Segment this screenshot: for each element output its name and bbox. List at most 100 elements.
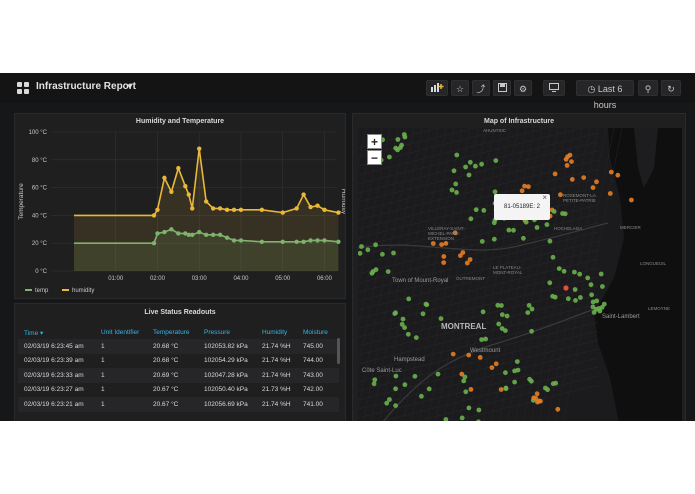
column-header-pressure[interactable]: Pressure (204, 329, 231, 336)
sensor-marker-ok (492, 189, 498, 195)
data-point-temp (155, 231, 160, 236)
chart-panel-title: Humidity and Temperature (135, 118, 225, 125)
save-button[interactable] (493, 80, 511, 96)
x-tick-label: 05:00 (275, 276, 291, 282)
street-line (380, 366, 599, 421)
x-tick-label: 01:00 (108, 276, 124, 282)
legend-label-temp: temp (35, 288, 49, 294)
sensor-marker-ok (499, 312, 505, 318)
column-header-temperature[interactable]: Temperature (153, 329, 190, 336)
sensor-marker-ok (585, 275, 591, 281)
sensor-marker-ok (561, 268, 567, 274)
column-header-time[interactable]: Time ▾ (24, 329, 44, 337)
sensor-marker-ok (503, 370, 508, 376)
sensor-marker-ok (547, 238, 553, 244)
sensor-marker-ok (473, 207, 479, 213)
time-range-picker[interactable]: ◷ Last 6 hours (576, 80, 634, 110)
sensor-marker-alert (439, 242, 444, 247)
data-point-temp (301, 239, 306, 245)
sensor-marker-ok (590, 304, 596, 310)
sensor-marker-ok (534, 225, 540, 230)
data-point-temp (315, 238, 320, 243)
sensor-marker-alert (441, 254, 447, 259)
dashboard-title[interactable]: Infrastructure Report (36, 81, 137, 92)
data-point-temp (217, 232, 223, 238)
table-row[interactable]: 02/03/19 6:23:33 am 1 20.69 °C 102047.28 kP… (18, 368, 339, 383)
map-label-saint-lambert: Saint-Lambert (602, 314, 640, 320)
sensor-marker-alert (443, 241, 449, 246)
table-row[interactable]: 02/03/19 6:23:45 am 1 20.68 °C 102053.82 kP… (18, 339, 339, 354)
sensor-marker-ok (553, 380, 559, 386)
sensor-marker-alert (581, 175, 587, 180)
street-line (451, 128, 511, 421)
sensor-marker-alert (558, 192, 563, 198)
map-label-montreal: MONTREAL (441, 322, 487, 331)
data-point-humidity (224, 207, 230, 213)
data-point-humidity (190, 206, 195, 211)
y-tick-label: 20 °C (32, 241, 48, 247)
sensor-marker-ok (406, 296, 412, 302)
street-line (531, 128, 591, 421)
data-point-temp (190, 232, 195, 238)
popup-text: 81-05189E: 2 (503, 204, 541, 210)
add-panel-button[interactable] (426, 80, 448, 96)
sensor-marker-alert (534, 391, 540, 397)
sensor-marker-ok (544, 222, 550, 227)
map-label-hampstead: Hampstead (394, 357, 425, 363)
readouts-table-body: 02/03/19 6:23:45 am 1 20.68 °C 102053.82 kP… (18, 339, 339, 412)
zoom-in-button[interactable]: + (367, 134, 382, 149)
street-line (358, 150, 599, 212)
data-point-humidity (301, 192, 306, 197)
table-row[interactable]: 02/03/19 6:23:21 am 1 20.67 °C 102056.69 kP… (18, 397, 339, 412)
sensor-marker-ok (560, 211, 565, 216)
sensor-marker-alert (498, 387, 504, 392)
settings-button[interactable]: ⚙ (514, 80, 532, 96)
humidity-temperature-chart[interactable]: 0 °C 20 °C 40 °C 60 °C 80 °C 100 °C 01:00 02:00… (15, 114, 345, 298)
sensor-marker-alert (522, 183, 527, 189)
infrastructure-map[interactable]: AHUNTSIC VILLERAY-SAINT-MICHEL-PARC-EXTE… (358, 128, 682, 421)
close-icon[interactable]: × (542, 193, 547, 202)
table-row[interactable]: 02/03/19 6:23:39 am 1 20.68 °C 102054.29 kP… (18, 353, 339, 368)
tv-mode-button[interactable] (543, 80, 565, 96)
street-line (358, 128, 399, 330)
sensor-marker-ok (503, 385, 509, 391)
map-layer (358, 128, 682, 421)
zoom-out-time-button[interactable]: ⚲ (638, 80, 658, 96)
map-label-outremont: OUTREMONT (456, 276, 485, 281)
sensor-marker-ok (506, 227, 512, 233)
table-scrollbar[interactable] (337, 338, 340, 364)
table-cell: 02/03/19 6:23:33 am (18, 368, 95, 383)
street-line (358, 128, 512, 167)
table-cell: 20.68 °C (147, 339, 198, 354)
data-point-temp (186, 232, 191, 238)
sensor-marker-ok (399, 321, 405, 327)
star-button[interactable]: ☆ (451, 80, 469, 96)
table-cell: 21.73 %H (256, 382, 297, 397)
table-panel: Live Status Readouts Time ▾ Unit Identif… (14, 303, 346, 421)
sensor-marker-ok (424, 302, 430, 308)
street-line (358, 339, 599, 401)
sensor-marker-ok (393, 373, 399, 379)
street-line (411, 128, 471, 421)
sensor-marker-ok (463, 164, 468, 170)
street-line (358, 285, 599, 347)
sensor-marker-ok (511, 227, 516, 233)
caret-down-icon[interactable]: ▼ (126, 82, 134, 91)
street-line (358, 128, 407, 370)
column-header-moisture[interactable]: Moisture (303, 329, 328, 336)
refresh-button[interactable]: ↻ (661, 80, 681, 96)
data-point-temp (336, 239, 341, 245)
table-row[interactable]: 02/03/19 6:23:27 am 1 20.67 °C 102050.40 kP… (18, 382, 339, 397)
data-point-humidity (162, 175, 167, 181)
table-cell: 1 (95, 382, 147, 397)
sensor-marker-ok (590, 299, 596, 305)
map-label-rosemont: ROSEMONT-LA PETITE-PATRIE (563, 193, 596, 203)
column-header-humidity[interactable]: Humidity (262, 329, 288, 336)
street-line (358, 168, 599, 230)
column-header-unit-identifier[interactable]: Unit Identifier (101, 329, 140, 336)
share-button[interactable]: ⤴ (472, 80, 490, 96)
data-point-humidity (280, 210, 285, 215)
sensor-marker-ok (443, 417, 449, 421)
dashboard-grid-icon[interactable] (17, 82, 29, 94)
zoom-out-button[interactable]: − (367, 150, 382, 165)
